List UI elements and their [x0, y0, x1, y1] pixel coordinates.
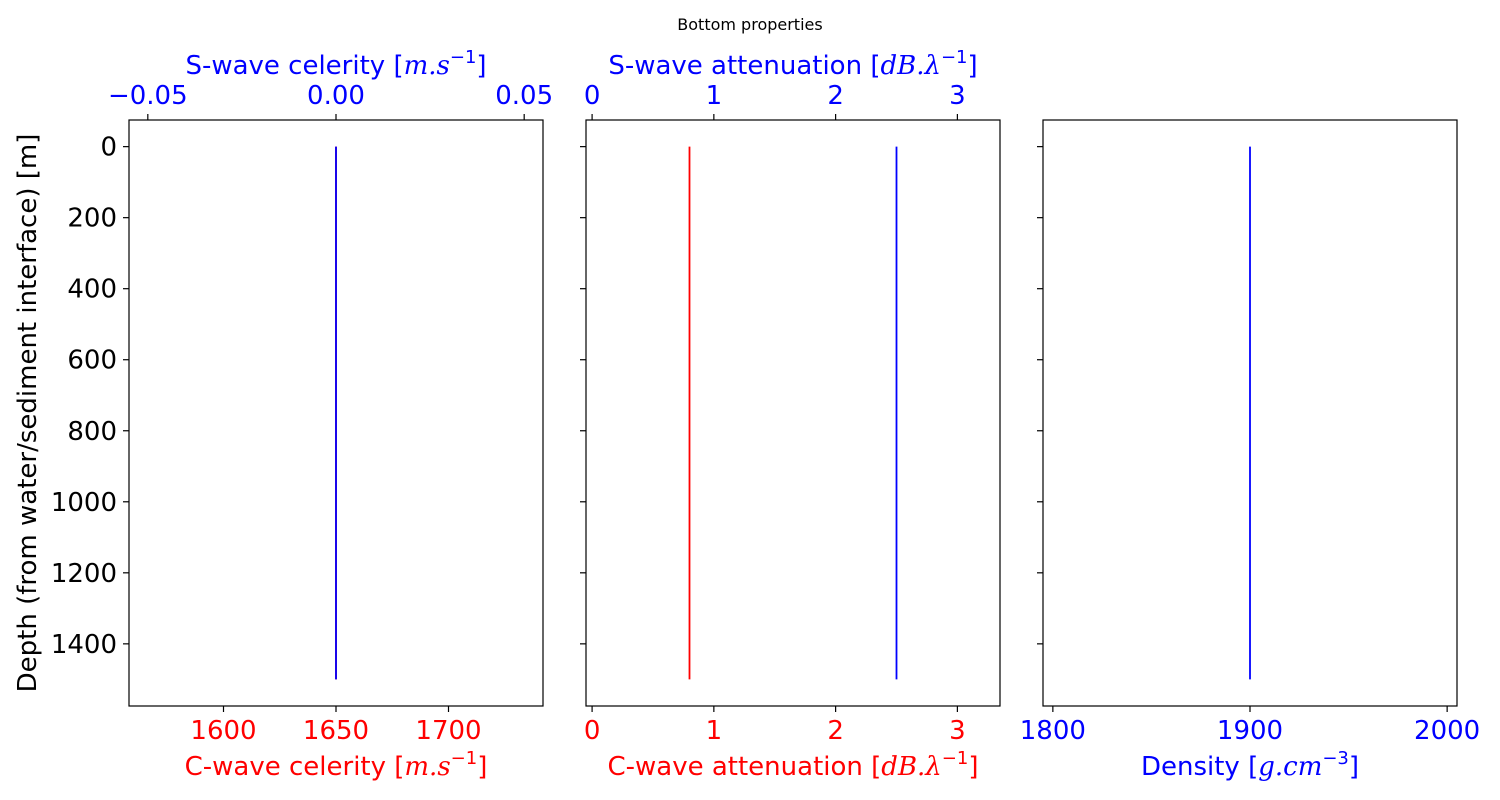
xtick-label-top-attenuation-2: 2: [827, 81, 844, 111]
xtick-label-bottom-density-1: 1900: [1217, 716, 1283, 746]
ytick-label-celerity-1400: 1400: [51, 630, 117, 660]
ytick-label-celerity-1000: 1000: [51, 488, 117, 518]
xtick-label-bottom-celerity-1: 1650: [303, 716, 369, 746]
xtick-label-top-attenuation-1: 1: [706, 81, 723, 111]
ytick-label-celerity-400: 400: [67, 275, 117, 305]
top-axis-label-celerity: S-wave celerity [m.s−1]: [185, 47, 486, 81]
depth-axis-label: Depth (from water/sediment interface) [m…: [13, 134, 43, 693]
xtick-label-bottom-celerity-2: 1700: [415, 716, 481, 746]
xtick-label-bottom-attenuation-0: 0: [584, 716, 601, 746]
xtick-label-top-attenuation-3: 3: [949, 81, 966, 111]
figure-suptitle: Bottom properties: [677, 15, 822, 34]
xtick-label-bottom-attenuation-3: 3: [949, 716, 966, 746]
bottom-axis-label-density: Density [g.cm−3]: [1141, 748, 1359, 782]
top-axis-label-attenuation: S-wave attenuation [dB.λ−1]: [608, 47, 977, 81]
bottom-axis-label-attenuation: C-wave attenuation [dB.λ−1]: [607, 748, 978, 782]
plot-frame-attenuation: [585, 119, 1001, 707]
ytick-label-celerity-800: 800: [67, 417, 117, 447]
ytick-label-celerity-0: 0: [100, 133, 117, 163]
xtick-label-top-celerity-1: 0.00: [307, 81, 365, 111]
xtick-label-top-attenuation-0: 0: [584, 81, 601, 111]
xtick-label-bottom-attenuation-2: 2: [827, 716, 844, 746]
xtick-label-top-celerity-2: 0.05: [495, 81, 553, 111]
ytick-label-celerity-600: 600: [67, 346, 117, 376]
xtick-label-bottom-celerity-0: 1600: [190, 716, 256, 746]
xtick-label-bottom-density-0: 1800: [1020, 716, 1086, 746]
ytick-label-celerity-1200: 1200: [51, 559, 117, 589]
xtick-label-bottom-density-2: 2000: [1414, 716, 1480, 746]
xtick-label-top-celerity-0: −0.05: [108, 81, 188, 111]
bottom-axis-label-celerity: C-wave celerity [m.s−1]: [185, 748, 488, 782]
ytick-label-celerity-200: 200: [67, 204, 117, 234]
xtick-label-bottom-attenuation-1: 1: [706, 716, 723, 746]
